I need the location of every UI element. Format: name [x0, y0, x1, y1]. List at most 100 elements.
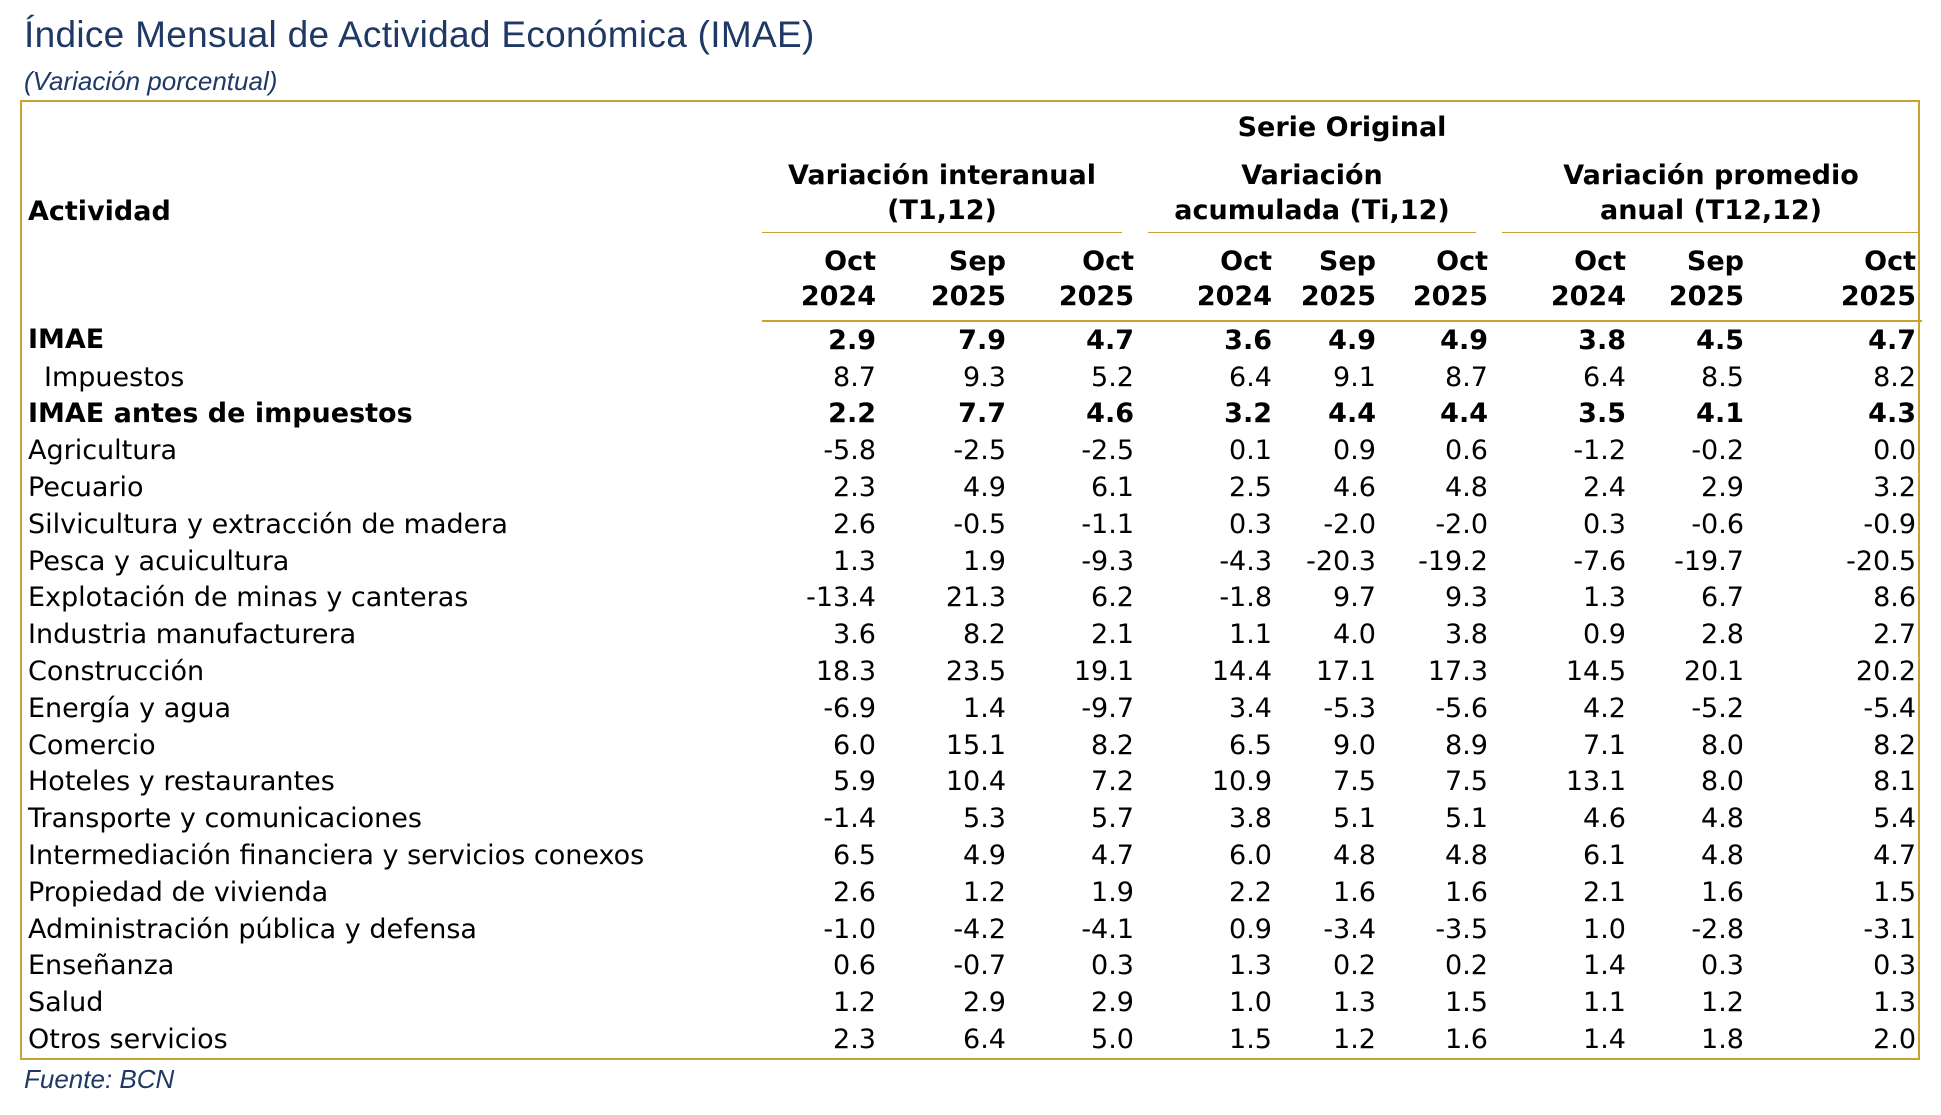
table-cell: 1.2 [1333, 1024, 1376, 1056]
table-cell: 4.9 [963, 472, 1006, 504]
table-cell: 2.2 [828, 398, 876, 430]
table-cell: 0.3 [1873, 950, 1917, 982]
row-label: Construcción [28, 656, 205, 688]
table-cell: 8.7 [1445, 361, 1488, 393]
table-cell: 7.2 [1091, 766, 1134, 798]
table-cell: 4.5 [1696, 324, 1744, 356]
table-cell: 1.0 [1229, 987, 1272, 1019]
table-row: Salud 1.2 2.9 2.9 1.0 1.3 1.5 1.1 1.2 1.3 [22, 984, 1922, 1021]
table-cell: -2.0 [1323, 508, 1376, 540]
row-label: Impuestos [44, 361, 185, 393]
table-cell: 20.1 [1683, 656, 1744, 688]
table-cell: -2.5 [953, 435, 1006, 467]
row-label: Intermediación financiera y servicios co… [28, 840, 645, 872]
row-label: Pesca y acuicultura [28, 545, 290, 577]
table-row: Propiedad de vivienda 2.6 1.2 1.9 2.2 1.6 1.6 2… [22, 874, 1922, 911]
table-cell: 1.3 [1583, 582, 1626, 614]
table-cell: 6.5 [833, 840, 876, 872]
table-cell: -1.1 [1081, 508, 1134, 540]
table-cell: 0.9 [1333, 435, 1376, 467]
table-cell: 1.2 [963, 876, 1006, 908]
table-cell: 0.1 [1229, 435, 1272, 467]
table-row: Hoteles y restaurantes 5.9 10.4 7.2 10.9 7.5 7… [22, 764, 1922, 801]
table-cell: 2.6 [833, 876, 876, 908]
table-cell: 0.3 [1583, 508, 1626, 540]
table-cell: 1.1 [1583, 987, 1626, 1019]
period-header: Oct 2025 [1020, 238, 1148, 322]
table-cell: 5.0 [1091, 1024, 1134, 1056]
table-cell: -2.5 [1081, 435, 1134, 467]
table-cell: 3.5 [1578, 398, 1626, 430]
group-header-line2: (T1,12) [887, 194, 997, 226]
table-row: Transporte y comunicaciones -1.4 5.3 5.7 3.8… [22, 800, 1922, 837]
group-header-line1: Variación [1241, 159, 1383, 191]
table-cell: 4.8 [1333, 840, 1376, 872]
table-cell: 20.2 [1855, 656, 1917, 688]
table-row: Construcción 18.3 23.5 19.1 14.4 17.1 17.3 14.5… [22, 653, 1922, 690]
table-cell: 4.4 [1328, 398, 1376, 430]
table-cell: 0.6 [1445, 435, 1488, 467]
table-cell: 17.3 [1427, 656, 1488, 688]
table-cell: 2.1 [1583, 876, 1626, 908]
table-cell: 1.3 [1873, 987, 1917, 1019]
table-cell: 1.3 [1333, 987, 1376, 1019]
table-cell: 7.5 [1445, 766, 1488, 798]
table-cell: 1.5 [1229, 1024, 1272, 1056]
table-cell: 21.3 [945, 582, 1006, 614]
table-cell: 8.9 [1445, 729, 1488, 761]
table-cell: 4.3 [1868, 398, 1917, 430]
table-cell: -0.6 [1691, 508, 1744, 540]
row-label: Silvicultura y extracción de madera [28, 508, 508, 540]
table-cell: 2.9 [1091, 987, 1134, 1019]
table-cell: 18.3 [815, 656, 876, 688]
table-cell: -1.2 [1573, 435, 1626, 467]
table-cell: 6.4 [1229, 361, 1272, 393]
table-cell: 4.8 [1445, 840, 1488, 872]
table-cell: -5.4 [1863, 692, 1917, 724]
table-cell: -3.4 [1323, 913, 1376, 945]
table-cell: 4.4 [1440, 398, 1488, 430]
row-label: Energía y agua [28, 692, 232, 724]
table-cell: 2.9 [1701, 472, 1744, 504]
group-header-interanual: Variación interanual (T1,12) [762, 152, 1148, 238]
table-row: Intermediación financiera y servicios co… [22, 837, 1922, 874]
table-cell: 1.2 [833, 987, 876, 1019]
table-cell: 1.0 [1583, 913, 1626, 945]
row-label: Otros servicios [28, 1024, 228, 1056]
table-cell: 4.9 [1328, 324, 1376, 356]
table-cell: -9.3 [1081, 545, 1134, 577]
group-header-line1: Variación interanual [787, 159, 1096, 191]
table-cell: -0.9 [1863, 508, 1917, 540]
table-cell: 6.0 [1229, 840, 1272, 872]
table-cell: 4.9 [963, 840, 1006, 872]
row-label: Industria manufacturera [28, 619, 357, 651]
imae-table: Actividad Serie Original Variación inter… [22, 102, 1923, 1058]
period-header: Sep 2025 [1640, 238, 1758, 322]
table-row: Pesca y acuicultura 1.3 1.9 -9.3 -4.3 -20.3 -1… [22, 543, 1922, 580]
table-cell: -0.2 [1691, 435, 1744, 467]
table-cell: -0.7 [953, 950, 1006, 982]
period-header: Oct 2025 [1390, 238, 1502, 322]
table-cell: 6.4 [963, 1024, 1006, 1056]
table-row: Pecuario 2.3 4.9 6.1 2.5 4.6 4.8 2.4 2.9 3.2 [22, 469, 1922, 506]
table-cell: 2.9 [963, 987, 1006, 1019]
row-label: IMAE antes de impuestos [28, 398, 413, 430]
table-cell: 6.0 [833, 729, 876, 761]
row-label: Enseñanza [28, 950, 175, 982]
table-cell: -5.8 [823, 435, 876, 467]
serie-original-label: Serie Original [1237, 111, 1447, 143]
table-cell: -2.0 [1435, 508, 1488, 540]
table-cell: 9.3 [1445, 582, 1488, 614]
table-cell: 1.4 [1583, 1024, 1626, 1056]
table-cell: 14.5 [1565, 656, 1626, 688]
table-cell: 8.1 [1873, 766, 1917, 798]
table-cell: 15.1 [945, 729, 1006, 761]
row-label: Propiedad de vivienda [28, 876, 329, 908]
period-header: Sep 2025 [890, 238, 1020, 322]
table-cell: 2.1 [1091, 619, 1134, 651]
table-cell: 5.2 [1091, 361, 1134, 393]
table-cell: 4.6 [1333, 472, 1376, 504]
table-cell: 7.1 [1583, 729, 1626, 761]
table-cell: 0.0 [1873, 435, 1917, 467]
table-cell: -9.7 [1081, 692, 1134, 724]
